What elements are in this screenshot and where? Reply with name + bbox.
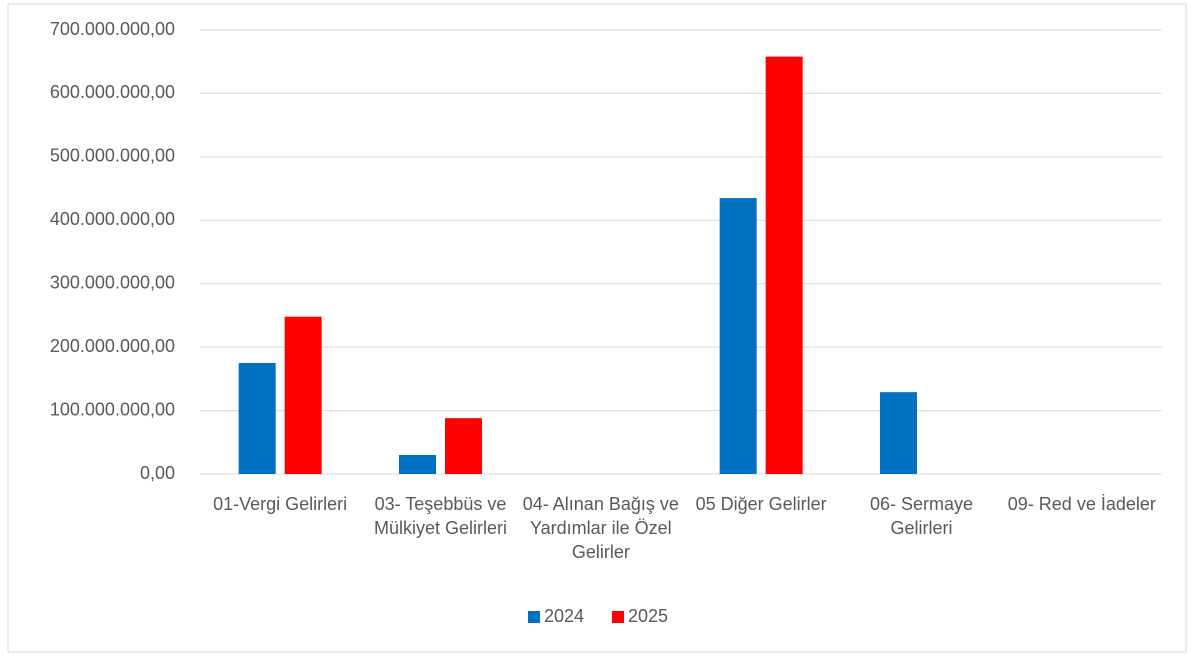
bar: [399, 454, 436, 474]
y-tick-label: 500.000.000,00: [50, 146, 175, 166]
bar: [238, 363, 276, 474]
x-tick-label: 04- Alınan Bağış ve Yardımlar ile Özel G…: [522, 494, 679, 562]
legend-swatch: [612, 611, 624, 623]
y-tick-label: 300.000.000,00: [50, 272, 175, 292]
x-tick-label: 01-Vergi Gelirleri: [213, 494, 348, 514]
bar: [880, 392, 917, 474]
x-tick-label: 05 Diğer Gelirler: [695, 494, 827, 514]
legend-swatch: [528, 611, 540, 623]
chart-border: [7, 3, 1187, 653]
y-tick-label: 600.000.000,00: [50, 82, 175, 102]
legend-label: 2024: [544, 606, 584, 626]
bar: [445, 418, 482, 474]
bar: [765, 56, 803, 474]
x-tick-label: 03- Teşebbüs ve Mülkiyet Gelirleri: [373, 494, 508, 538]
x-tick-label: 09- Red ve İadeler: [1007, 494, 1156, 514]
bar: [719, 198, 757, 475]
y-tick-label: 400.000.000,00: [50, 209, 175, 229]
y-tick-label: 0,00: [140, 463, 175, 483]
y-tick-label: 100.000.000,00: [50, 399, 175, 419]
y-tick-label: 700.000.000,00: [50, 19, 175, 39]
legend-label: 2025: [628, 606, 668, 626]
bar: [284, 316, 322, 474]
x-tick-label: 06- Sermaye Gelirleri: [869, 494, 974, 538]
y-tick-label: 200.000.000,00: [50, 336, 175, 356]
